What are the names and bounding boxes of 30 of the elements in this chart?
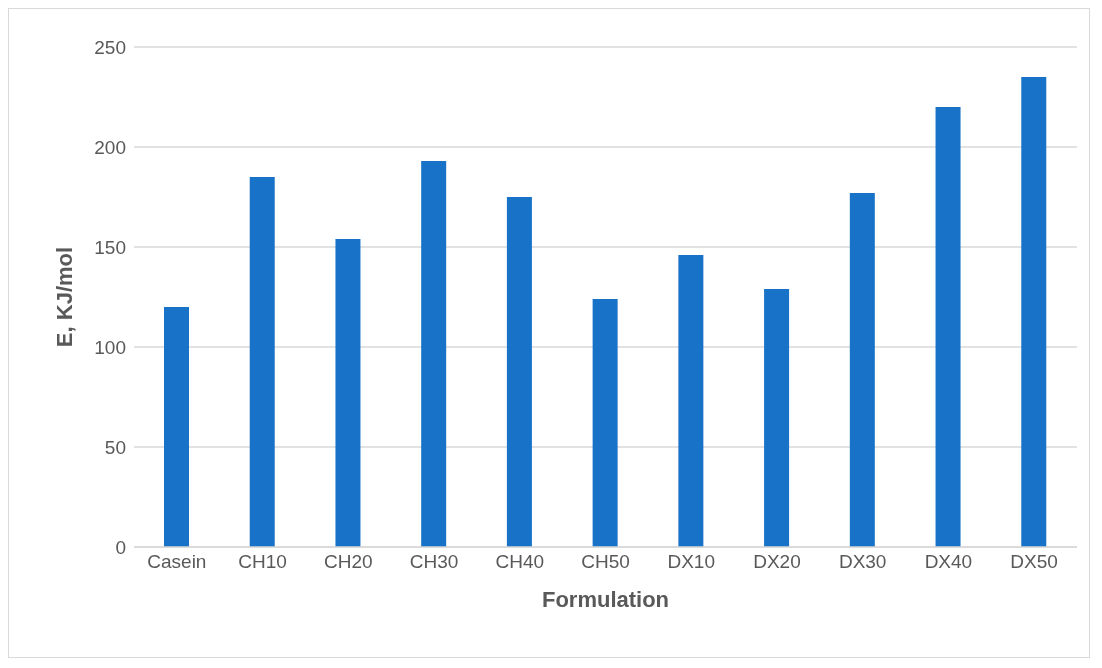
bar (506, 197, 532, 547)
x-tick-label: DX50 (1010, 551, 1058, 573)
y-axis-title: E, KJ/mol (51, 246, 77, 348)
bar (249, 177, 275, 547)
bar (592, 299, 618, 547)
x-tick-label: DX40 (924, 551, 973, 573)
bar (678, 255, 704, 547)
y-tick-label: 250 (94, 36, 126, 58)
x-tick-label: CH30 (409, 551, 459, 573)
y-tick-label: 100 (94, 336, 126, 358)
bar (849, 193, 875, 547)
bar (1021, 77, 1047, 547)
y-tick-label: 150 (94, 236, 126, 258)
bar (764, 289, 790, 547)
y-tick-label: 50 (104, 436, 126, 458)
x-tick-label: CH40 (495, 551, 545, 573)
x-tick-label: CH50 (581, 551, 630, 573)
x-tick-label: Casein (147, 551, 207, 573)
x-tick-label: DX20 (753, 551, 801, 573)
x-axis-title: Formulation (541, 587, 670, 612)
x-tick-label: CH20 (324, 551, 373, 573)
bar (164, 307, 189, 547)
y-tick-label: 200 (94, 136, 126, 158)
bar (935, 107, 961, 547)
y-tick-label: 0 (115, 536, 126, 558)
bar (335, 239, 361, 547)
x-tick-label: CH10 (238, 551, 287, 573)
bar (421, 161, 447, 547)
x-tick-label: DX10 (667, 551, 715, 573)
x-tick-label: DX30 (838, 551, 887, 573)
